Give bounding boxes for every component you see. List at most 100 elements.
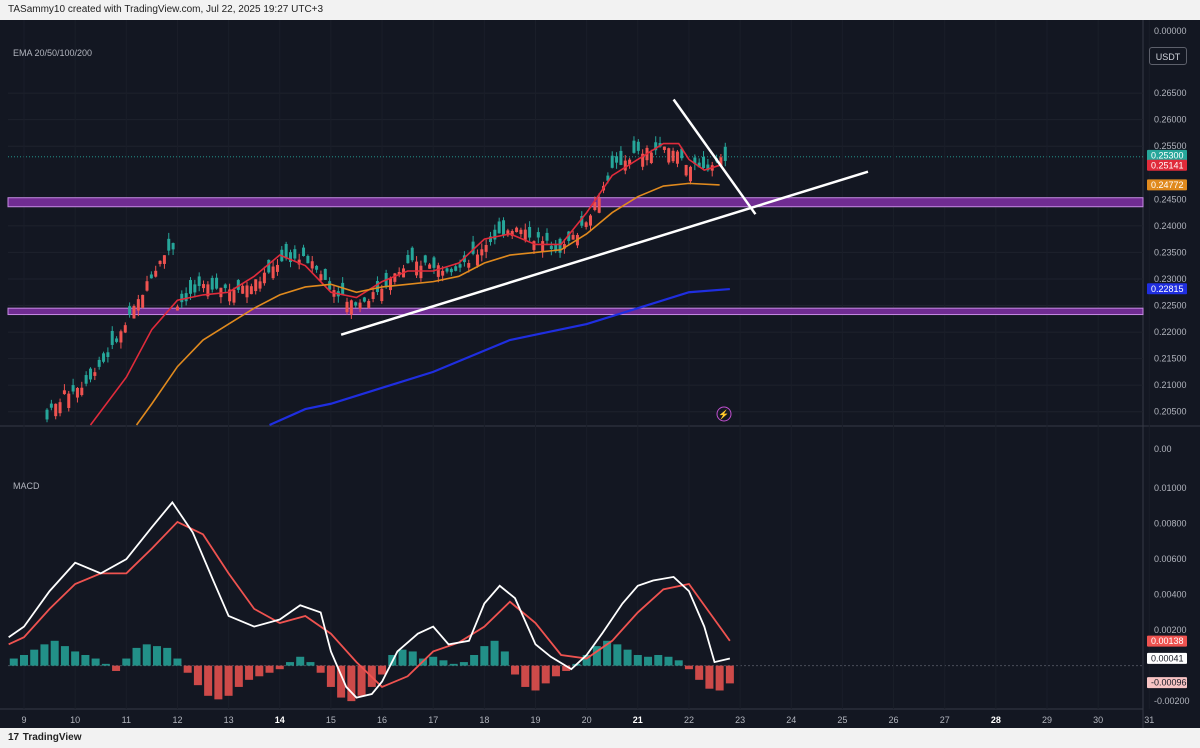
histogram-bar xyxy=(112,665,121,671)
ema-indicator-label[interactable]: EMA 20/50/100/200 xyxy=(13,48,93,58)
histogram-bar xyxy=(541,665,550,684)
candle-body xyxy=(558,238,562,253)
price-labels-layer: 0.2530001:32:530.251410.247720.228150.00… xyxy=(1147,149,1187,689)
price-label-text: 0.24772 xyxy=(1151,180,1184,190)
candle-body xyxy=(619,150,623,165)
candle-body xyxy=(349,300,353,315)
histogram-bar xyxy=(204,665,213,696)
candle-body xyxy=(284,243,288,259)
price-label-box xyxy=(1147,179,1187,191)
histogram-bar xyxy=(592,646,601,666)
x-tick-label: 31 xyxy=(1144,715,1154,725)
candle-body xyxy=(436,265,440,277)
candle-body xyxy=(406,254,410,264)
support-zone xyxy=(7,197,1144,208)
candle-body xyxy=(145,281,149,291)
candle-body xyxy=(588,215,592,226)
histogram-bar xyxy=(224,665,233,696)
histogram-bar xyxy=(265,665,274,673)
candle-body xyxy=(175,306,179,311)
signal-line xyxy=(8,520,731,688)
candle-body xyxy=(397,271,401,276)
histogram-bar xyxy=(511,665,520,675)
candle-body xyxy=(271,266,275,279)
histogram-bar xyxy=(142,644,151,666)
histogram-bar xyxy=(725,665,734,684)
candle-body xyxy=(388,277,392,291)
x-tick-label: 13 xyxy=(224,715,234,725)
candle-body xyxy=(80,387,84,396)
y-tick-label: 0.26500 xyxy=(1154,88,1187,98)
candle-body xyxy=(254,279,258,292)
candle-body xyxy=(49,403,53,408)
histogram-bar xyxy=(193,665,202,686)
candle-body xyxy=(649,152,653,164)
histogram-bar xyxy=(470,654,479,666)
histogram-bar xyxy=(408,651,417,666)
candle-body xyxy=(223,284,227,289)
x-tick-label: 25 xyxy=(837,715,847,725)
ema-line-ema-200 xyxy=(269,287,730,427)
candle-body xyxy=(215,277,219,289)
candle-body xyxy=(236,280,240,290)
histogram-bar xyxy=(296,656,305,666)
histogram-bar xyxy=(173,658,182,666)
candle-body xyxy=(158,260,162,265)
candle-body xyxy=(119,331,123,343)
y-tick-label: 0.26000 xyxy=(1154,115,1187,125)
histogram-bar xyxy=(255,665,264,677)
candle-body xyxy=(423,255,427,263)
histogram-bar xyxy=(81,654,90,666)
histogram-bar xyxy=(152,646,161,666)
trendline xyxy=(672,98,757,215)
histogram-bar xyxy=(285,662,294,666)
price-label-text: 0.25300 xyxy=(1151,150,1184,160)
candle-body xyxy=(688,166,692,182)
histogram-bar xyxy=(623,649,632,666)
histogram-bar xyxy=(521,665,530,687)
ema-line-ema-20 xyxy=(89,142,720,426)
grid-layer xyxy=(0,20,1200,728)
chart-footer: 17 TradingView xyxy=(0,728,1200,748)
histogram-bar xyxy=(40,644,49,666)
currency-button[interactable]: USDT xyxy=(1149,47,1187,65)
macd-label-box xyxy=(1147,635,1187,647)
candle-body xyxy=(115,338,119,342)
candle-body xyxy=(415,261,419,276)
candle-body xyxy=(367,300,371,308)
candle-body xyxy=(293,249,297,259)
x-tick-label: 17 xyxy=(428,715,438,725)
histogram-bar xyxy=(531,665,540,691)
candle-body xyxy=(123,325,127,333)
x-tick-label: 18 xyxy=(479,715,489,725)
candle-body xyxy=(497,221,501,234)
histogram-bar xyxy=(695,665,704,680)
x-tick-label: 10 xyxy=(70,715,80,725)
candle-body xyxy=(445,268,449,272)
candle-body xyxy=(249,286,253,295)
histogram-bar xyxy=(562,665,571,671)
macd-indicator-label[interactable]: MACD xyxy=(13,481,40,491)
candle-body xyxy=(532,241,536,250)
x-tick-label: 26 xyxy=(889,715,899,725)
candle-body xyxy=(354,302,358,306)
histogram-bar xyxy=(674,660,683,666)
support-zone xyxy=(7,307,1144,316)
candle-body xyxy=(584,222,588,227)
zones-layer xyxy=(7,197,1144,316)
candle-body xyxy=(662,146,666,150)
trendline xyxy=(340,170,869,336)
candle-body xyxy=(88,368,92,380)
candle-body xyxy=(536,232,540,238)
candle-body xyxy=(54,403,58,417)
candle-body xyxy=(623,160,627,171)
candle-body xyxy=(502,220,506,236)
histogram-bar xyxy=(71,651,80,666)
candle-body xyxy=(593,202,597,210)
candle-body xyxy=(62,390,66,395)
candle-body xyxy=(267,259,271,273)
chart-canvas[interactable]: ⚡ 0.00000 0.26500 0.26000 0.25500 0.24500 0.2… xyxy=(0,20,1200,728)
candle-body xyxy=(228,289,232,302)
candle-body xyxy=(541,241,545,252)
tradingview-logo: 17 TradingView xyxy=(8,728,82,748)
